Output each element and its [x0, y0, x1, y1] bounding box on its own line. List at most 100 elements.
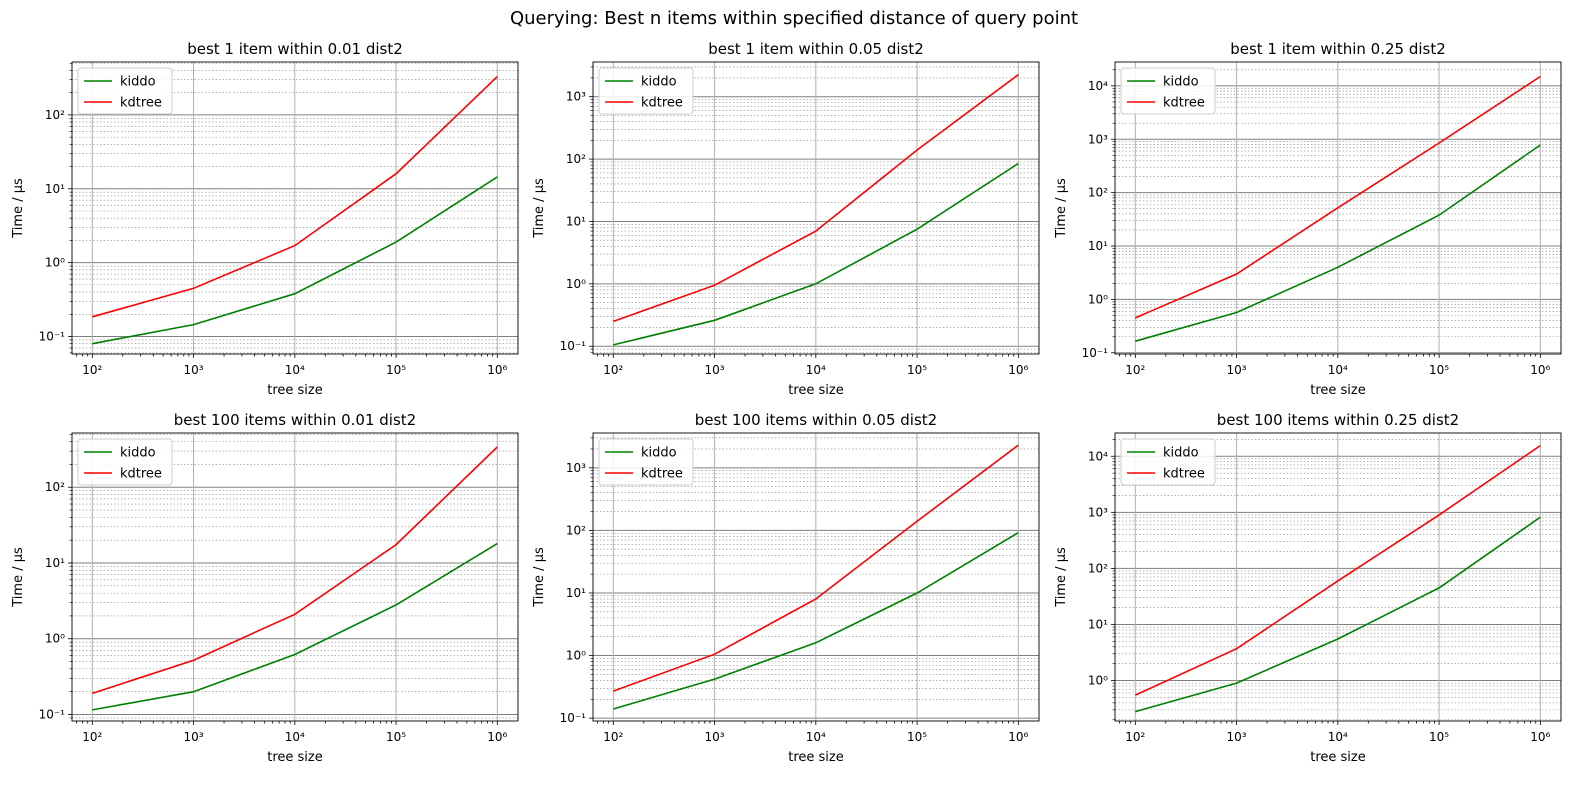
- legend-label-kdtree: kdtree: [1163, 467, 1205, 482]
- grid: [593, 433, 1039, 721]
- axes-frame: [592, 61, 1040, 355]
- tick-label-y: 10²: [1088, 186, 1108, 200]
- x-axis-label: tree size: [1310, 750, 1366, 765]
- panel-title: best 100 items within 0.05 dist2: [695, 411, 937, 429]
- tick-label-x: 10²: [1125, 363, 1145, 377]
- tick-label-y: 10⁻¹: [560, 711, 587, 725]
- tick-label-x: 10³: [184, 730, 204, 744]
- x-axis-label: tree size: [788, 383, 844, 398]
- tick-label-x: 10⁴: [285, 363, 305, 377]
- legend: kiddo kdtree: [77, 67, 173, 115]
- tick-label-x: 10⁶: [1530, 730, 1550, 744]
- series-line-kiddo: [1135, 516, 1541, 713]
- legend-label-kiddo: kiddo: [1163, 75, 1199, 90]
- tick-label-y: 10¹: [45, 182, 65, 196]
- y-axis-label: Time / µs: [532, 547, 547, 608]
- tick-label-y: 10⁰: [1088, 292, 1108, 306]
- tick-label-y: 10⁴: [1088, 79, 1108, 93]
- series-line-kiddo: [613, 532, 1019, 710]
- legend-label-kiddo: kiddo: [641, 446, 677, 461]
- panels: 10⁻¹ 10⁰ 10¹ 10² 10² 10³ 10⁴ 10⁵ 10⁶ best 1 item …: [11, 40, 1562, 765]
- series-line-kdtree: [1134, 75, 1541, 319]
- x-axis-label: tree size: [1310, 383, 1366, 398]
- tick-label-x: 10²: [603, 730, 623, 744]
- grid: [1115, 433, 1561, 721]
- tick-label-x: 10²: [82, 730, 102, 744]
- tick-label-x: 10²: [1125, 730, 1145, 744]
- series-line-kiddo: [92, 542, 498, 711]
- tick-label-y: 10⁻¹: [39, 707, 66, 721]
- series-line-kiddo: [92, 176, 498, 345]
- tick-label-y: 10⁴: [1088, 449, 1108, 463]
- axes-frame: [1114, 61, 1562, 355]
- series: [1134, 75, 1541, 342]
- tick-label-x: 10³: [184, 363, 204, 377]
- axes-frame: [71, 61, 519, 355]
- legend-label-kiddo: kiddo: [120, 75, 156, 90]
- x-axis-label: tree size: [788, 750, 844, 765]
- tick-label-x: 10⁶: [1008, 730, 1028, 744]
- tick-label-x: 10²: [82, 363, 102, 377]
- x-axis-label: tree size: [267, 750, 323, 765]
- legend-label-kdtree: kdtree: [120, 96, 162, 111]
- tick-label-y: 10²: [566, 523, 586, 537]
- legend-label-kiddo: kiddo: [641, 75, 677, 90]
- tick-label-y: 10¹: [1088, 617, 1108, 631]
- series: [1134, 444, 1541, 713]
- y-axis-label: Time / µs: [532, 178, 547, 239]
- tick-label-y: 10⁰: [566, 277, 586, 291]
- legend-label-kiddo: kiddo: [120, 446, 156, 461]
- y-axis-label: Time / µs: [11, 178, 26, 239]
- panel-title: best 100 items within 0.25 dist2: [1217, 411, 1459, 429]
- tick-label-y: 10²: [45, 108, 65, 122]
- tick-label-x: 10⁵: [907, 730, 927, 744]
- series-line-kdtree: [613, 74, 1019, 323]
- legend: kiddo kdtree: [1120, 438, 1216, 486]
- tick-label-y: 10¹: [1088, 239, 1108, 253]
- y-axis-label: Time / µs: [11, 547, 26, 608]
- tick-label-y: 10²: [1088, 561, 1108, 575]
- tick-label-x: 10³: [705, 730, 725, 744]
- tick-label-x: 10⁵: [1429, 730, 1449, 744]
- tick-label-x: 10³: [705, 363, 725, 377]
- panel-title: best 1 item within 0.05 dist2: [708, 40, 924, 58]
- series-line-kdtree: [92, 76, 498, 318]
- legend-label-kdtree: kdtree: [641, 467, 683, 482]
- tick-label-y: 10¹: [566, 586, 586, 600]
- tick-label-x: 10⁴: [1328, 363, 1348, 377]
- tick-label-y: 10¹: [566, 214, 586, 228]
- tick-label-x: 10⁶: [1008, 363, 1028, 377]
- tick-label-x: 10³: [1227, 363, 1247, 377]
- tick-label-y: 10³: [1088, 505, 1108, 519]
- tick-label-x: 10⁴: [806, 363, 826, 377]
- legend: kiddo kdtree: [598, 67, 694, 115]
- panel-6: 10⁰ 10¹ 10² 10³ 10⁴ 10² 10³ 10⁴ 10⁵ 10⁶ best 100 i…: [1054, 411, 1562, 765]
- y-axis-label: Time / µs: [1054, 178, 1069, 239]
- legend: kiddo kdtree: [598, 438, 694, 486]
- tick-label-x: 10⁴: [806, 730, 826, 744]
- tick-label-x: 10⁶: [487, 730, 507, 744]
- panel-5: 10⁻¹ 10⁰ 10¹ 10² 10³ 10² 10³ 10⁴ 10⁵ 10⁶ best 100 …: [532, 411, 1040, 765]
- tick-label-x: 10⁶: [1530, 363, 1550, 377]
- panel-3: 10⁻¹ 10⁰ 10¹ 10² 10³ 10⁴ 10² 10³ 10⁴ 10⁵ 10⁶ best 1…: [1054, 40, 1562, 398]
- tick-label-y: 10⁰: [1088, 674, 1108, 688]
- tick-label-x: 10⁵: [386, 363, 406, 377]
- tick-label-x: 10⁵: [907, 363, 927, 377]
- tick-label-y: 10⁰: [45, 256, 65, 270]
- tick-label-y: 10¹: [45, 556, 65, 570]
- legend-label-kdtree: kdtree: [120, 467, 162, 482]
- figure-title: Querying: Best n items within specified …: [510, 8, 1078, 29]
- legend-label-kiddo: kiddo: [1163, 446, 1199, 461]
- series-line-kdtree: [1134, 444, 1541, 696]
- tick-label-x: 10⁴: [1328, 730, 1348, 744]
- panel-title: best 1 item within 0.25 dist2: [1230, 40, 1446, 58]
- tick-label-x: 10⁵: [1429, 363, 1449, 377]
- tick-label-x: 10³: [1227, 730, 1247, 744]
- legend-label-kdtree: kdtree: [1163, 96, 1205, 111]
- tick-label-y: 10⁻¹: [560, 339, 587, 353]
- tick-label-x: 10²: [603, 363, 623, 377]
- panel-2: 10⁻¹ 10⁰ 10¹ 10² 10³ 10² 10³ 10⁴ 10⁵ 10⁶ best 1 it…: [532, 40, 1040, 398]
- series: [613, 444, 1019, 710]
- axes-frame: [592, 432, 1040, 722]
